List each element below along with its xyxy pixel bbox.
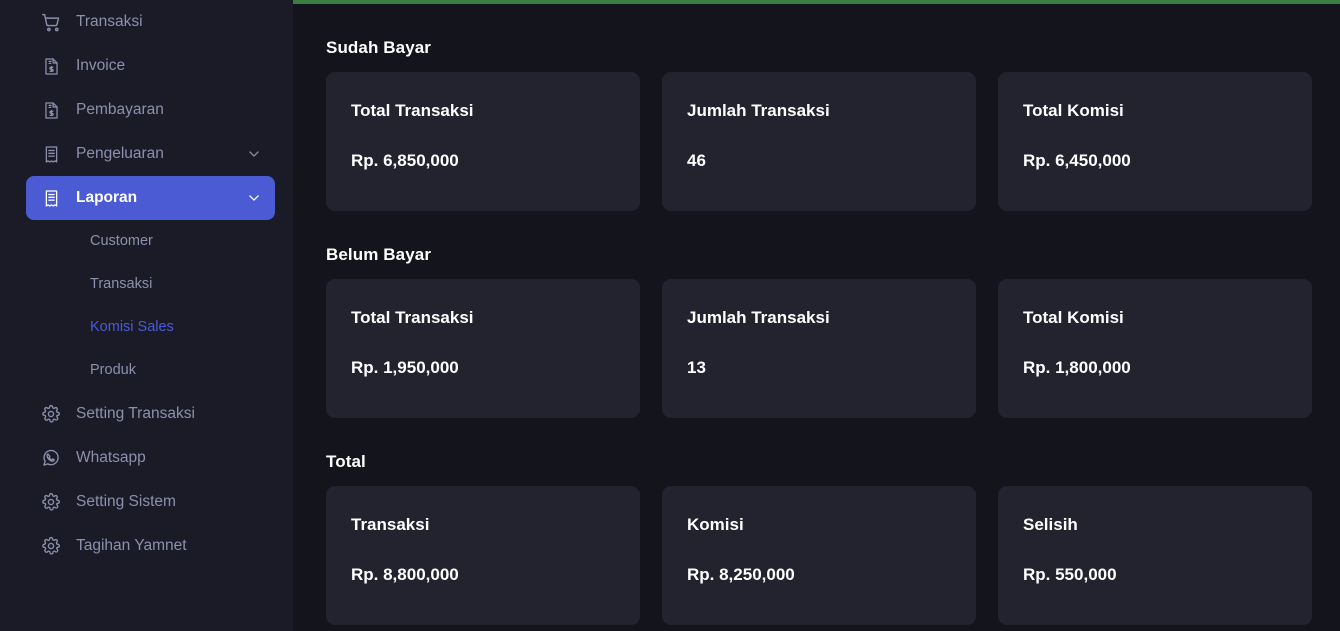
sidebar-item-label: Setting Transaksi [76,405,195,422]
invoice-icon [40,55,62,77]
sidebar-item-label: Pengeluaran [76,145,164,162]
receipt-icon [40,143,62,165]
stat-card-value: Rp. 1,950,000 [351,358,459,377]
stat-card-value: 13 [687,358,706,377]
stat-card-value: Rp. 6,850,000 [351,151,459,170]
submenu-item-transaksi[interactable]: Transaksi [90,276,153,292]
sidebar-item-invoice[interactable]: Invoice [26,44,275,88]
stat-card-value: 46 [687,151,706,170]
stat-card-label: Total Transaksi [351,101,474,120]
gear-icon [40,535,62,557]
stat-card: Transaksi Rp. 8,800,000 [326,486,640,625]
sidebar: Transaksi Invoice Pembayaran Pengeluaran Lap… [0,0,293,631]
stat-card: Total Komisi Rp. 6,450,000 [998,72,1312,211]
sidebar-item-whatsapp[interactable]: Whatsapp [26,436,275,480]
submenu-item-customer[interactable]: Customer [90,233,153,249]
stat-card-value: Rp. 1,800,000 [1023,358,1131,377]
sidebar-item-laporan[interactable]: Laporan [26,176,275,220]
submenu-item-produk[interactable]: Produk [90,362,136,378]
stat-card-label: Total Transaksi [351,308,474,327]
stat-card-label: Selisih [1023,515,1078,534]
gear-icon [40,403,62,425]
stat-card-label: Total Komisi [1023,308,1124,327]
sidebar-item-label: Transaksi [76,13,143,30]
stat-card-value: Rp. 8,800,000 [351,565,459,584]
sidebar-item-pengeluaran[interactable]: Pengeluaran [26,132,275,176]
report-sections: Sudah Bayar Total Transaksi Rp. 6,850,000 J… [293,0,1340,625]
sidebar-item-label: Pembayaran [76,101,164,118]
chevron-down-icon[interactable] [247,191,261,205]
gear-icon [40,491,62,513]
section-belum-bayar: Belum Bayar Total Transaksi Rp. 1,950,000 J… [326,211,1312,418]
stat-card-label: Jumlah Transaksi [687,308,830,327]
stat-card-label: Transaksi [351,515,430,534]
sidebar-laporan-submenu: Customer Transaksi Komisi Sales Produk [0,220,293,392]
stat-card: Selisih Rp. 550,000 [998,486,1312,625]
sidebar-primary-nav: Transaksi Invoice Pembayaran Pengeluaran Lap… [0,0,293,220]
section-title: Total [326,452,366,471]
whatsapp-icon [40,447,62,469]
sidebar-item-label: Invoice [76,57,126,74]
section-total: Total Transaksi Rp. 8,800,000 Komisi Rp. 8,2… [326,418,1312,625]
stat-card-row: Transaksi Rp. 8,800,000 Komisi Rp. 8,250,00… [326,486,1312,625]
main-content: Sudah Bayar Total Transaksi Rp. 6,850,000 J… [293,0,1340,631]
stat-card-value: Rp. 8,250,000 [687,565,795,584]
section-sudah-bayar: Sudah Bayar Total Transaksi Rp. 6,850,000 J… [326,4,1312,211]
stat-card-label: Komisi [687,515,744,534]
stat-card-label: Jumlah Transaksi [687,101,830,120]
stat-card: Total Transaksi Rp. 1,950,000 [326,279,640,418]
sidebar-item-label: Setting Sistem [76,493,176,510]
receipt-icon [40,187,62,209]
sidebar-item-tagihan-yamnet[interactable]: Tagihan Yamnet [26,524,275,568]
stat-card-value: Rp. 550,000 [1023,565,1117,584]
stat-card-row: Total Transaksi Rp. 1,950,000 Jumlah Trans… [326,279,1312,418]
stat-card-row: Total Transaksi Rp. 6,850,000 Jumlah Trans… [326,72,1312,211]
stat-card: Jumlah Transaksi 46 [662,72,976,211]
section-title: Sudah Bayar [326,38,432,57]
sidebar-item-transaksi[interactable]: Transaksi [26,0,275,44]
stat-card: Jumlah Transaksi 13 [662,279,976,418]
section-title: Belum Bayar [326,245,432,264]
sidebar-secondary-nav: Setting Transaksi Whatsapp Setting Sistem T… [0,392,293,568]
stat-card-value: Rp. 6,450,000 [1023,151,1131,170]
stat-card: Total Transaksi Rp. 6,850,000 [326,72,640,211]
sidebar-item-label: Laporan [76,189,138,206]
sidebar-item-pembayaran[interactable]: Pembayaran [26,88,275,132]
submenu-item-komisi-sales[interactable]: Komisi Sales [90,319,174,335]
top-accent-bar [293,0,1340,4]
stat-card: Total Komisi Rp. 1,800,000 [998,279,1312,418]
stat-card: Komisi Rp. 8,250,000 [662,486,976,625]
sidebar-item-setting-transaksi[interactable]: Setting Transaksi [26,392,275,436]
stat-card-label: Total Komisi [1023,101,1124,120]
shopping-cart-icon [40,11,62,33]
sidebar-item-label: Tagihan Yamnet [76,537,187,554]
invoice-icon [40,99,62,121]
chevron-down-icon[interactable] [247,147,261,161]
sidebar-item-label: Whatsapp [76,449,146,466]
sidebar-item-setting-sistem[interactable]: Setting Sistem [26,480,275,524]
